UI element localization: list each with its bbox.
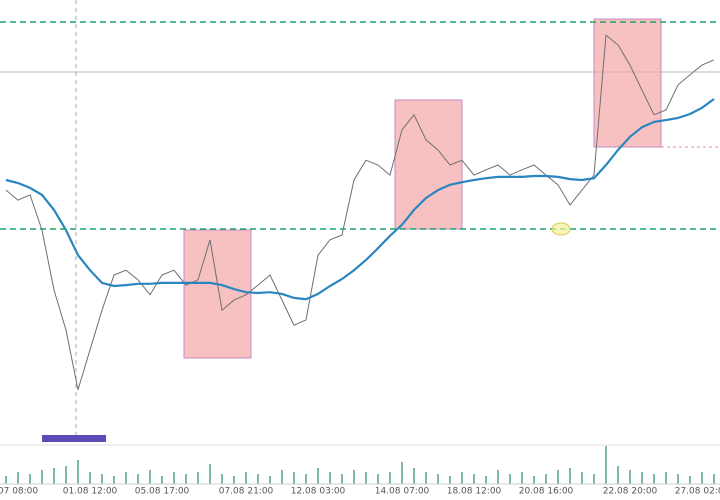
volume-bar [221, 474, 223, 484]
volume-bar [41, 470, 43, 484]
volume-bar [473, 474, 475, 484]
volume-bar [185, 474, 187, 484]
volume-bar [161, 476, 163, 484]
range-bar [42, 435, 106, 442]
volume-bar [53, 468, 55, 484]
volume-bar [329, 472, 331, 484]
volume-bar [281, 470, 283, 484]
volume-bar [233, 476, 235, 484]
volume-bar [509, 474, 511, 484]
volume-bar [437, 474, 439, 484]
moving-average [5, 98, 715, 301]
x-tick-label: 14.08 07:00 [375, 487, 430, 497]
volume-bar [425, 472, 427, 484]
volume-bar [353, 470, 355, 484]
volume-bar [341, 474, 343, 484]
zone-box [183, 229, 252, 359]
volume-bar [137, 474, 139, 484]
volume-bar [521, 472, 523, 484]
volume-bar [197, 472, 199, 484]
volume-bar [293, 472, 295, 484]
volume-bar [245, 472, 247, 484]
volume-bar [605, 446, 607, 484]
x-tick-label: 18.08 12:00 [447, 487, 502, 497]
volume-bar [377, 474, 379, 484]
price-line [5, 34, 715, 390]
volume-bar [269, 476, 271, 484]
volume-bar [653, 474, 655, 484]
x-tick-label: 05.08 17:00 [135, 487, 190, 497]
volume-bar [305, 474, 307, 484]
volume-bar [77, 460, 79, 484]
volume-bar [113, 476, 115, 484]
volume-bar [677, 474, 679, 484]
volume-bar [89, 472, 91, 484]
volume-bar [641, 472, 643, 484]
volume-bar [5, 476, 7, 484]
x-tick-label: 07 08:00 [0, 487, 38, 497]
zone-box [593, 18, 662, 148]
volume-bar [533, 476, 535, 484]
volume-bar [701, 472, 703, 484]
volume-bar [665, 472, 667, 484]
volume-bar [617, 466, 619, 484]
volume-bar [629, 470, 631, 484]
x-tick-label: 27.08 02:00 [675, 487, 720, 497]
x-tick-label: 01.08 12:00 [63, 487, 118, 497]
volume-bar [29, 474, 31, 484]
volume-bar [569, 468, 571, 484]
x-tick-label: 07.08 21:00 [219, 487, 274, 497]
volume-bar [557, 470, 559, 484]
volume-bar [713, 474, 715, 484]
volume-bar [125, 472, 127, 484]
volume-bar [449, 476, 451, 484]
volume-bar [65, 466, 67, 484]
volume-bar [389, 472, 391, 484]
volume-bar [497, 470, 499, 484]
volume-bar [209, 464, 211, 484]
volume-bar [593, 474, 595, 484]
x-tick-label: 12.08 03:00 [291, 487, 346, 497]
volume-bar [401, 462, 403, 484]
volume-bar [257, 474, 259, 484]
volume-bar [581, 472, 583, 484]
volume-bar [149, 470, 151, 484]
highlight [551, 222, 571, 236]
volume-bar [365, 472, 367, 484]
volume-bar [17, 472, 19, 484]
volume-bar [413, 468, 415, 484]
volume-bar [545, 474, 547, 484]
volume-bar [485, 476, 487, 484]
x-tick-label: 22.08 20:00 [603, 487, 658, 497]
volume-bar [689, 476, 691, 484]
volume-bar [461, 472, 463, 484]
x-tick-label: 20.08 16:00 [519, 487, 574, 497]
volume-bar [101, 474, 103, 484]
volume-bar [317, 468, 319, 484]
volume-bar [173, 472, 175, 484]
